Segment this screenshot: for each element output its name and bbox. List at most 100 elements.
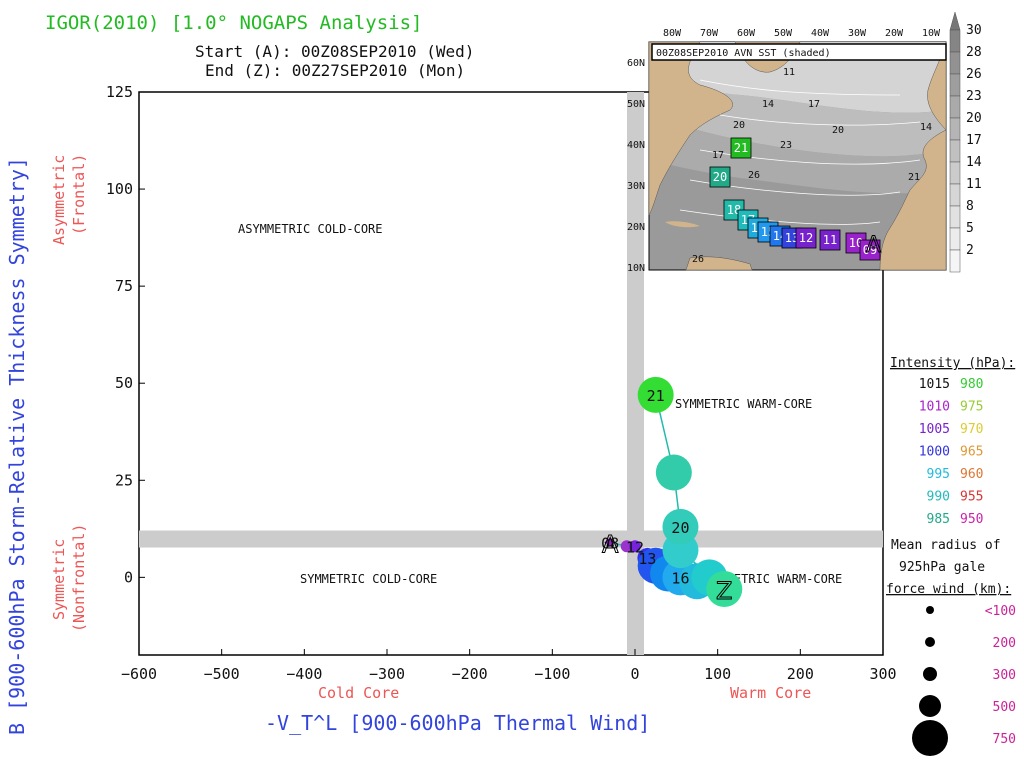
y-tick-label: 25 <box>115 471 133 489</box>
colorbar-swatch <box>949 227 961 251</box>
x-tick-label: −500 <box>204 665 240 683</box>
chart-title: IGOR(2010) [1.0° NOGAPS Analysis] <box>45 12 423 34</box>
intensity-legend-title: Intensity (hPa): <box>890 356 1015 371</box>
contour-label: 17 <box>712 150 724 161</box>
contour-label: 26 <box>748 170 760 181</box>
x-tick-label: 0 <box>630 665 639 683</box>
colorbar-label: 23 <box>966 89 982 104</box>
inset-track-box <box>730 137 752 159</box>
contour-label: 23 <box>780 140 792 151</box>
radius-legend-label: 300 <box>993 668 1016 683</box>
colorbar-label: 30 <box>966 23 982 38</box>
intensity-legend: 1015 980 1010 975 1005 970 1000 965 995 960 990 955… <box>919 377 984 527</box>
colorbar-label: 26 <box>966 67 982 82</box>
x-cold-core-label: Cold Core <box>318 684 399 702</box>
colorbar-swatch <box>949 205 961 229</box>
radius-legend-title-2: 925hPa gale <box>899 560 985 575</box>
track-point-label: 20 <box>671 519 689 537</box>
y-symmetric-label: Symmetric <box>50 539 68 620</box>
inset-track-box <box>795 227 817 249</box>
radius-legend: <100 200 300 500 750 <box>912 604 1016 756</box>
colorbar-label: 20 <box>966 111 982 126</box>
inset-caption: 00Z08SEP2010 AVN SST (shaded) <box>656 48 831 59</box>
inset-track-box-label: 20 <box>713 170 727 184</box>
track-point-label: 08 <box>601 534 619 552</box>
inset-caption-box <box>651 43 947 61</box>
longitude-label: 60W <box>737 28 756 39</box>
longitude-label: 30W <box>848 28 867 39</box>
radius-legend-label: <100 <box>985 604 1016 619</box>
intensity-legend-value: 955 <box>960 490 983 505</box>
intensity-legend-value: 1005 <box>919 422 950 437</box>
inset-start-marker: A <box>866 233 881 258</box>
track-point-label: 16 <box>671 569 689 587</box>
inset-track-box-label: 11 <box>823 233 837 247</box>
colorbar-label: 8 <box>966 199 974 214</box>
colorbar-label: 17 <box>966 133 982 148</box>
y-frontal-label: (Frontal) <box>70 154 88 235</box>
longitude-label: 70W <box>700 28 719 39</box>
radius-legend-title-1: Mean radius of <box>891 538 1001 553</box>
y-tick-label: 75 <box>115 277 133 295</box>
contour-label: 20 <box>832 125 844 136</box>
y-nonfrontal-label: (Nonfrontal) <box>70 524 88 632</box>
intensity-legend-value: 960 <box>960 467 983 482</box>
colorbar-top-arrow <box>949 11 961 31</box>
region-asymmetric-cold-core: ASYMMETRIC COLD-CORE <box>238 222 383 236</box>
x-zero-band <box>627 92 644 655</box>
x-tick-label: −600 <box>121 665 157 683</box>
colorbar-swatch <box>949 161 961 185</box>
track-point <box>606 538 615 547</box>
y-axis-ticks: 0 25 50 75 100 125 <box>106 83 145 586</box>
sst-colorbar: 30 28 26 23 20 17 14 11 8 5 2 <box>949 11 982 273</box>
track-end-marker: Z <box>716 577 732 605</box>
contour-label: 14 <box>762 99 774 110</box>
track-point <box>637 376 674 413</box>
latitude-label: 20N <box>627 222 645 233</box>
intensity-legend-value: 970 <box>960 422 983 437</box>
track-point-label: 21 <box>647 387 665 405</box>
sst-contour-1 <box>699 79 901 96</box>
x-tick-label: −400 <box>286 665 322 683</box>
latitude-label: 40N <box>627 140 645 151</box>
intensity-legend-value: 980 <box>960 377 983 392</box>
colorbar-swatch <box>949 51 961 75</box>
y-tick-label: 125 <box>106 83 133 101</box>
x-tick-label: 200 <box>787 665 814 683</box>
intensity-legend-value: 965 <box>960 445 983 460</box>
colorbar-label: 28 <box>966 45 982 60</box>
track-point <box>662 508 699 545</box>
inset-longitude-labels: 80W 70W 60W 50W 40W 30W 20W 10W <box>663 28 941 39</box>
region-symmetric-warm-core-upper: SYMMETRIC WARM-CORE <box>675 397 812 411</box>
x-tick-label: 300 <box>869 665 896 683</box>
x-tick-label: −200 <box>452 665 488 683</box>
track-point-label: 12 <box>626 538 644 556</box>
longitude-label: 10W <box>922 28 941 39</box>
latitude-label: 30N <box>627 181 645 192</box>
radius-legend-label: 500 <box>993 700 1016 715</box>
radius-legend-title-3: force wind (km): <box>886 582 1011 597</box>
latitude-label: 50N <box>627 99 645 110</box>
south-america-land <box>685 256 753 271</box>
intensity-legend-value: 950 <box>960 512 983 527</box>
sst-contour-5 <box>679 209 881 225</box>
inset-track-box-label: 12 <box>799 231 813 245</box>
inset-latitude-labels: 60N 50N 40N 30N 20N 10N <box>627 58 645 274</box>
north-america-land <box>648 41 733 216</box>
track-point <box>629 540 641 553</box>
inset-track-box <box>859 239 881 261</box>
contour-label: 20 <box>733 120 745 131</box>
inset-track-box <box>709 166 731 188</box>
contour-label: 17 <box>808 99 820 110</box>
colorbar-swatch <box>949 249 961 273</box>
radius-legend-label: 750 <box>993 732 1016 747</box>
x-tick-label: 100 <box>704 665 731 683</box>
inset-track-box-label: 09 <box>863 243 877 257</box>
intensity-legend-value: 990 <box>927 490 950 505</box>
sst-contour-2 <box>719 114 921 126</box>
colorbar-swatch <box>949 29 961 53</box>
colorbar-swatch <box>949 73 961 97</box>
track-point <box>620 540 633 553</box>
end-time: End (Z): 00Z27SEP2010 (Mon) <box>205 61 465 80</box>
y-tick-label: 50 <box>115 374 133 392</box>
